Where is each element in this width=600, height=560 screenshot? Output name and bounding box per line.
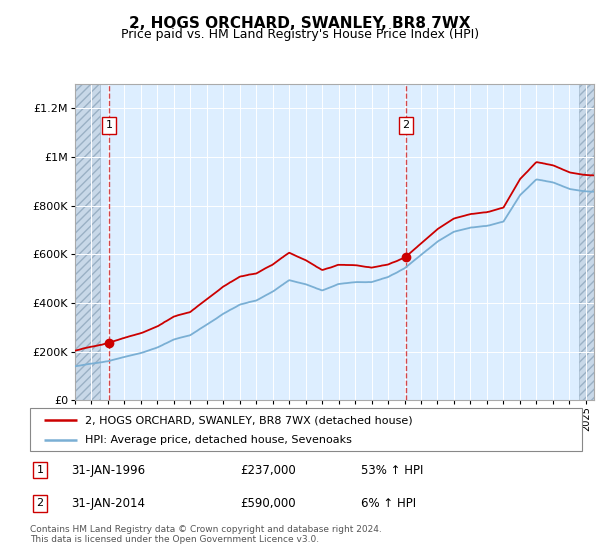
Text: 2: 2 <box>37 498 43 508</box>
Text: 2, HOGS ORCHARD, SWANLEY, BR8 7WX (detached house): 2, HOGS ORCHARD, SWANLEY, BR8 7WX (detac… <box>85 415 413 425</box>
Text: 53% ↑ HPI: 53% ↑ HPI <box>361 464 424 477</box>
Text: £237,000: £237,000 <box>240 464 296 477</box>
Text: 2, HOGS ORCHARD, SWANLEY, BR8 7WX: 2, HOGS ORCHARD, SWANLEY, BR8 7WX <box>129 16 471 31</box>
Text: 1: 1 <box>37 465 43 475</box>
Bar <box>579 84 594 400</box>
Text: HPI: Average price, detached house, Sevenoaks: HPI: Average price, detached house, Seve… <box>85 435 352 445</box>
Text: 31-JAN-2014: 31-JAN-2014 <box>71 497 145 510</box>
Text: Price paid vs. HM Land Registry's House Price Index (HPI): Price paid vs. HM Land Registry's House … <box>121 28 479 41</box>
Text: £590,000: £590,000 <box>240 497 295 510</box>
Text: 2: 2 <box>403 120 409 130</box>
Text: Contains HM Land Registry data © Crown copyright and database right 2024.
This d: Contains HM Land Registry data © Crown c… <box>30 525 382 544</box>
Text: 31-JAN-1996: 31-JAN-1996 <box>71 464 146 477</box>
Text: 6% ↑ HPI: 6% ↑ HPI <box>361 497 416 510</box>
FancyBboxPatch shape <box>30 408 582 451</box>
Bar <box>75 84 100 400</box>
Text: 1: 1 <box>106 120 113 130</box>
